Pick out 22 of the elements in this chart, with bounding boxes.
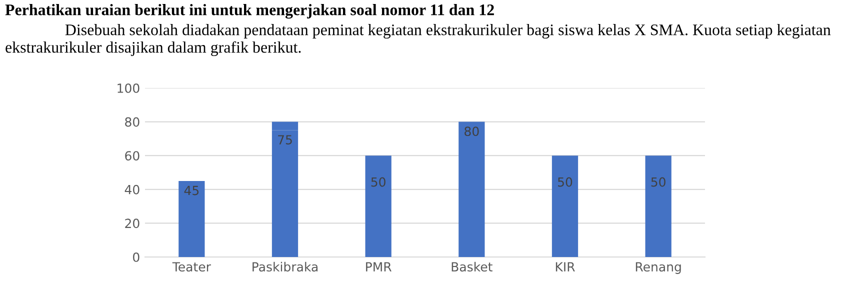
data-label: 45 xyxy=(184,186,199,196)
y-tick-label: 0 xyxy=(133,252,140,262)
x-tick-label: Teater xyxy=(172,262,211,272)
chart-subtitle: Disebuah sekolah diadakan pendataan peminat kegiatan ekstrakurikuler bagi siswa kelas X SMA. Kuota setiap kegiatan ekstrakurikuler disajikan dalam grafik berikut. xyxy=(6,24,831,56)
y-tick-label: 60 xyxy=(125,151,140,161)
data-label: 80 xyxy=(464,126,479,136)
data-label: 50 xyxy=(371,177,386,187)
y-tick-label: 20 xyxy=(125,218,140,228)
x-tick-label: Renang xyxy=(636,262,681,274)
chart-title: Perhatikan uraian berikut ini untuk mengerjakan soal nomor 11 dan 12 xyxy=(5,4,494,19)
data-label: 75 xyxy=(278,135,292,144)
x-tick-label: KIR xyxy=(556,262,575,272)
y-tick-label: 40 xyxy=(124,184,140,194)
data-label: 50 xyxy=(651,177,666,187)
data-label: 50 xyxy=(558,177,572,187)
x-tick-label: Basket xyxy=(452,262,492,272)
x-tick-label: PMR xyxy=(366,262,392,272)
y-tick-label: 80 xyxy=(125,117,140,127)
x-tick-label: Paskibraka xyxy=(252,262,318,272)
bar xyxy=(458,122,485,257)
bar xyxy=(178,180,205,257)
y-tick-label: 100 xyxy=(118,83,140,93)
